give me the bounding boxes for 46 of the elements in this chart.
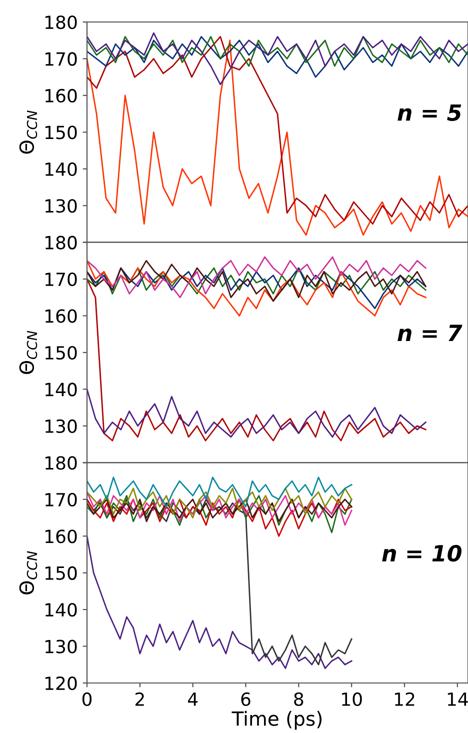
x-tick-label: 6 [241,692,250,706]
y-tick-label: 140 [45,603,77,617]
line-series [87,36,468,78]
y-axis-title: Θ$_{CCN}$ [19,330,38,374]
y-axis-title: Θ$_{CCN}$ [19,551,38,594]
x-tick-label: 2 [135,692,144,706]
y-tick-label: 130 [45,199,77,213]
annotation: n = 5 [398,104,462,121]
x-tick-label: 0 [82,692,92,706]
y-tick-label: 180 [45,456,77,470]
y-tick-label: 170 [45,272,77,286]
line-series [87,498,352,522]
y-axis-title: Θ$_{CCN}$ [19,110,38,154]
line-series [87,32,468,86]
y-tick-label: 150 [45,126,77,140]
annotation: n = 7 [398,324,462,342]
y-tick-label: 120 [45,676,77,690]
y-tick-label: 130 [45,419,77,434]
line-series [87,267,426,310]
y-tick-label: 160 [45,88,77,103]
y-tick-label: 160 [45,309,77,323]
x-tick-label: 4 [188,692,198,706]
line-series [87,36,468,67]
x-tick-label: 8 [294,692,304,706]
y-tick-label: 170 [45,492,77,507]
x-tick-label: 10 [342,692,362,706]
y-tick-label: 160 [45,530,77,544]
line-series [87,535,352,670]
y-tick-label: 170 [45,52,77,66]
x-tick-label: 14 [448,692,468,706]
annotation: n = 10 [382,544,462,562]
line-series [87,491,352,526]
y-tick-label: 130 [45,640,77,654]
x-tick-label: 12 [394,692,414,706]
line-series [87,260,426,316]
y-tick-label: 150 [45,346,77,360]
line-series [87,476,352,508]
y-tick-label: 140 [45,382,77,396]
y-tick-label: 140 [45,162,77,176]
y-tick-label: 180 [45,236,77,250]
x-axis-title: Time (ps) [232,710,322,730]
line-series [87,267,426,294]
y-tick-label: 180 [45,15,77,30]
line-series [87,388,426,438]
line-series [87,488,352,518]
y-tick-label: 150 [45,566,77,580]
